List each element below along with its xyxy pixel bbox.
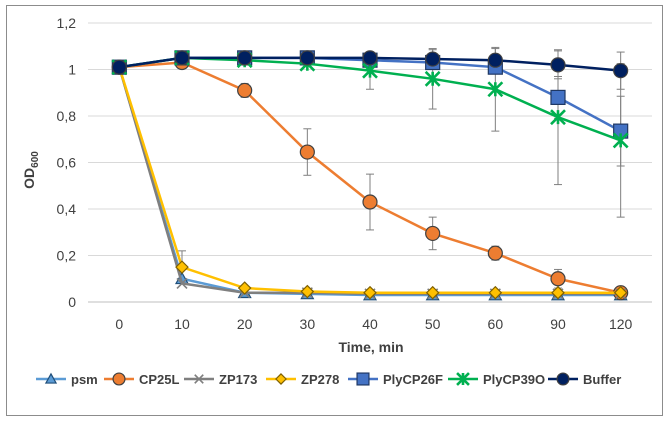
legend-marker: [44, 372, 58, 384]
x-tick-label: 40: [362, 316, 378, 332]
x-tick-label: 30: [300, 316, 316, 332]
data-point-zp278: [488, 285, 503, 300]
legend-item-psm: psm: [36, 372, 98, 387]
data-point-buffer: [362, 50, 378, 66]
y-tick-labels: 0 0,2 0,4 0,6 0,8 1 1,2: [57, 15, 77, 310]
data-point-zp278: [551, 285, 565, 300]
legend-marker: [275, 373, 287, 385]
data-point-cp25l: [299, 144, 315, 160]
legend-item-plycp39o: PlyCP39O: [448, 372, 545, 387]
legend-marker: [194, 374, 204, 384]
y-tick-label: 1: [68, 62, 76, 78]
x-tick-label: 10: [174, 316, 190, 332]
legend-label: psm: [71, 372, 98, 387]
legend-marker: [356, 372, 370, 386]
legend-marker: [556, 372, 570, 386]
x-tick-label: 20: [237, 316, 253, 332]
data-point-cp25l: [487, 245, 503, 261]
data-point-plycp39o: [424, 70, 441, 87]
data-point-buffer: [237, 50, 253, 66]
data-point-zp278: [237, 281, 252, 295]
legend-item-plycp26f: PlyCP26F: [348, 372, 443, 387]
legend-label: Buffer: [583, 372, 621, 387]
data-point-buffer: [299, 50, 315, 66]
x-axis-title: Time, min: [338, 339, 403, 355]
legend-item-zp173: ZP173: [184, 372, 257, 387]
legend-item-cp25l: CP25L: [104, 372, 180, 387]
legend-label: CP25L: [139, 372, 180, 387]
data-point-zp278: [363, 285, 377, 300]
data-point-plycp39o: [362, 62, 378, 79]
y-tick-label: 0,6: [57, 155, 77, 171]
data-point-cp25l: [550, 271, 566, 287]
data-point-cp25l: [425, 225, 441, 242]
x-tick-label: 60: [488, 316, 504, 332]
legend-label: ZP173: [219, 372, 257, 387]
legend-label: ZP278: [301, 372, 339, 387]
data-point-zp173: [176, 277, 188, 289]
data-point-buffer: [174, 50, 190, 66]
data-point-plycp26f: [550, 89, 566, 106]
series-layer: [111, 49, 629, 301]
data-point-buffer: [111, 59, 127, 75]
y-axis-title-subscript: 600: [30, 151, 41, 168]
data-point-cp25l: [237, 82, 253, 99]
data-point-plycp39o: [487, 81, 504, 98]
x-tick-labels: 0 10 20 30 40 50 60 90 120: [115, 316, 632, 332]
data-point-buffer: [613, 63, 629, 79]
y-axis-title: OD600: [21, 151, 41, 189]
data-point-buffer: [550, 57, 566, 73]
data-point-zp278: [613, 285, 628, 300]
y-tick-label: 0,8: [57, 108, 77, 124]
legend-label: PlyCP39O: [483, 372, 545, 387]
data-point-zp278: [425, 285, 440, 300]
legend-marker: [112, 372, 126, 386]
y-tick-label: 1,2: [57, 15, 77, 31]
y-tick-label: 0: [68, 294, 76, 310]
x-tick-label: 0: [115, 316, 123, 332]
legend-item-buffer: Buffer: [548, 372, 621, 387]
data-point-buffer: [487, 52, 503, 68]
data-point-plycp39o: [612, 132, 629, 149]
data-point-zp278: [300, 284, 315, 299]
x-tick-label: 90: [550, 316, 566, 332]
y-tick-label: 0,2: [57, 248, 77, 264]
y-tick-label: 0,4: [57, 201, 77, 217]
y-axis-title-main: OD: [21, 168, 37, 189]
x-tick-label: 50: [425, 316, 441, 332]
data-point-zp278: [175, 260, 189, 274]
data-point-cp25l: [362, 194, 378, 210]
legend-marker: [456, 372, 470, 386]
data-point-plycp39o: [550, 109, 566, 126]
series-buffer: [111, 50, 629, 79]
legend-item-zp278: ZP278: [266, 372, 339, 387]
x-tick-label: 120: [609, 316, 633, 332]
legend-label: PlyCP26F: [383, 372, 443, 387]
legend: psm CP25L ZP173 ZP278 PlyCP26F PlyCP39O Buffer: [36, 372, 621, 387]
data-point-buffer: [425, 51, 441, 67]
